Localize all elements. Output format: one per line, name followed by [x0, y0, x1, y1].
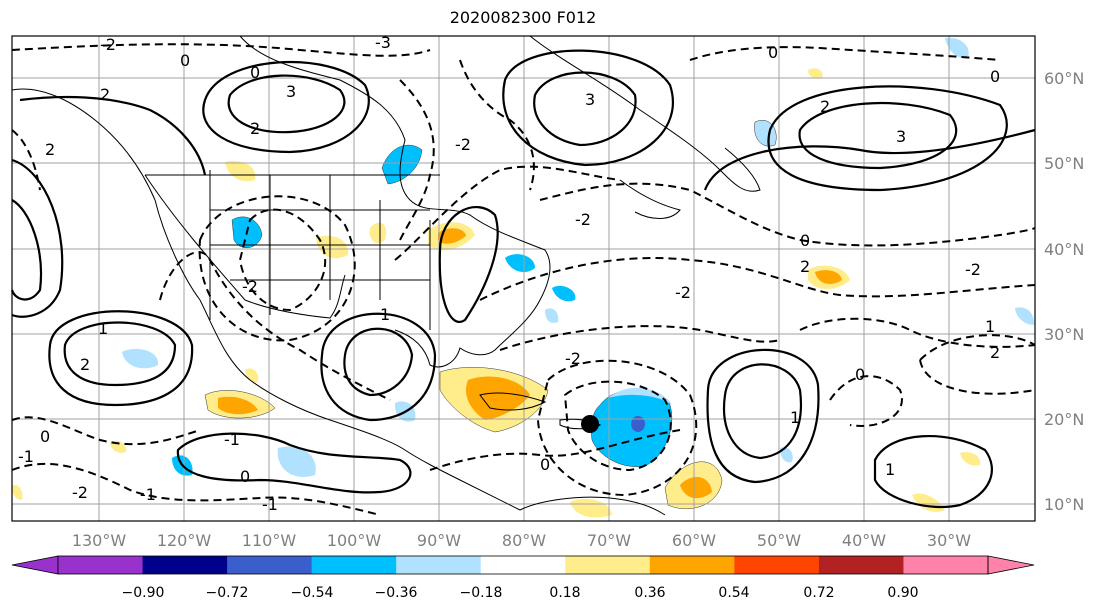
colorbar-tick-label: −0.18 — [460, 585, 503, 601]
colorbar-cell — [480, 556, 566, 574]
colorbar-cell — [58, 556, 144, 574]
storm-center-marker — [581, 415, 599, 433]
contour-label: -2 — [575, 210, 591, 229]
contour-label: 0 — [768, 43, 778, 62]
contour-label: 2 — [45, 140, 55, 159]
contour-label: 0 — [540, 455, 550, 474]
lon-tick-label: 110°W — [242, 531, 297, 550]
contour-label: 1 — [790, 408, 800, 427]
colorbar-over-arrow — [987, 555, 1035, 575]
colorbar-tick-label: −0.90 — [122, 585, 165, 601]
colorbar-ticks: −0.90 −0.72 −0.54 −0.36 −0.18 0.18 0.36 … — [122, 585, 919, 601]
colorbar-cell — [565, 556, 651, 574]
lat-tick-label: 30°N — [1044, 325, 1084, 344]
contour-label: 0 — [40, 427, 50, 446]
longitude-axis: 130°W 120°W 110°W 100°W 90°W 80°W 70°W 6… — [72, 531, 971, 550]
contour-label: 3 — [896, 127, 906, 146]
colorbar-cell — [142, 556, 228, 574]
contour-label: 1 — [98, 319, 108, 338]
contour-label: 1 — [885, 460, 895, 479]
latitude-axis: 60°N 50°N 40°N 30°N 20°N 10°N — [1044, 69, 1084, 514]
contour-label: 1 — [380, 305, 390, 324]
lon-tick-label: 80°W — [502, 531, 546, 550]
lon-tick-label: 130°W — [72, 531, 127, 550]
lon-tick-label: 60°W — [672, 531, 716, 550]
colorbar-cell — [818, 556, 904, 574]
colorbar-cell — [396, 556, 482, 574]
contour-label: 0 — [240, 467, 250, 486]
contour-label: 0 — [855, 365, 865, 384]
contour-label: -1 — [262, 495, 278, 514]
colorbar-tick-label: −0.36 — [375, 585, 418, 601]
contour-label: -3 — [375, 33, 391, 52]
colorbar-tick-label: 0.90 — [887, 585, 918, 601]
lon-tick-label: 70°W — [587, 531, 631, 550]
lat-tick-label: 10°N — [1044, 495, 1084, 514]
contour-label: 2 — [820, 97, 830, 116]
colorbar-tick-label: 0.54 — [718, 585, 749, 601]
contour-label: -2 — [455, 135, 471, 154]
contour-label: 2 — [800, 257, 810, 276]
colorbar-tick-label: 0.18 — [549, 585, 580, 601]
contour-label: 0 — [800, 231, 810, 250]
lon-tick-label: 100°W — [327, 531, 382, 550]
contour-label: -2 — [242, 277, 258, 296]
contour-label: 0 — [250, 63, 260, 82]
contour-label: -1 — [224, 430, 240, 449]
contour-label: 3 — [286, 82, 296, 101]
lon-tick-label: 30°W — [927, 531, 971, 550]
contour-label: -2 — [965, 260, 981, 279]
lon-tick-label: 120°W — [157, 531, 212, 550]
map-title: 2020082300 F012 — [449, 8, 597, 27]
contour-label: -2 — [675, 283, 691, 302]
lon-tick-label: 40°W — [842, 531, 886, 550]
colorbar-cell — [903, 556, 989, 574]
lon-tick-label: 90°W — [417, 531, 461, 550]
contour-label: 2 — [100, 85, 110, 104]
contour-label: -1 — [140, 485, 156, 504]
contour-label: 0 — [990, 67, 1000, 86]
colorbar-under-arrow — [11, 555, 59, 575]
shaded-anomalies — [12, 37, 1035, 518]
contour-label: -2 — [565, 349, 581, 368]
lat-tick-label: 60°N — [1044, 69, 1084, 88]
contour-label: 2 — [80, 355, 90, 374]
contour-label: 3 — [585, 90, 595, 109]
contour-label: -2 — [100, 35, 116, 54]
colorbar-tick-label: −0.72 — [206, 585, 249, 601]
contours — [10, 43, 1036, 516]
contour-label: 2 — [990, 343, 1000, 362]
contour-label: -1 — [18, 447, 34, 466]
contour-labels: 3 3 3 0 0 0 0 0 0 0 0 0 -3 -2 2 2 2 2 2 … — [18, 33, 1000, 514]
lat-tick-label: 50°N — [1044, 154, 1084, 173]
colorbar-frame — [57, 555, 989, 575]
lat-tick-label: 40°N — [1044, 240, 1084, 259]
coastlines — [11, 35, 761, 516]
contour-label: 1 — [985, 317, 995, 336]
colorbar-tick-label: 0.36 — [634, 585, 665, 601]
colorbar-tick-label: 0.72 — [803, 585, 834, 601]
colorbar: −0.90 −0.72 −0.54 −0.36 −0.18 0.18 0.36 … — [11, 555, 1035, 601]
colorbar-cells — [58, 556, 989, 574]
colorbar-cell — [649, 556, 735, 574]
colorbar-cell — [311, 556, 397, 574]
map-frame — [11, 35, 1036, 522]
lat-tick-label: 20°N — [1044, 410, 1084, 429]
contour-label: 2 — [250, 119, 260, 138]
colorbar-tick-label: −0.54 — [291, 585, 334, 601]
colorbar-cell — [734, 556, 820, 574]
contour-label: 0 — [180, 51, 190, 70]
colorbar-cell — [227, 556, 313, 574]
contour-label: -2 — [72, 483, 88, 502]
lon-tick-label: 50°W — [757, 531, 801, 550]
